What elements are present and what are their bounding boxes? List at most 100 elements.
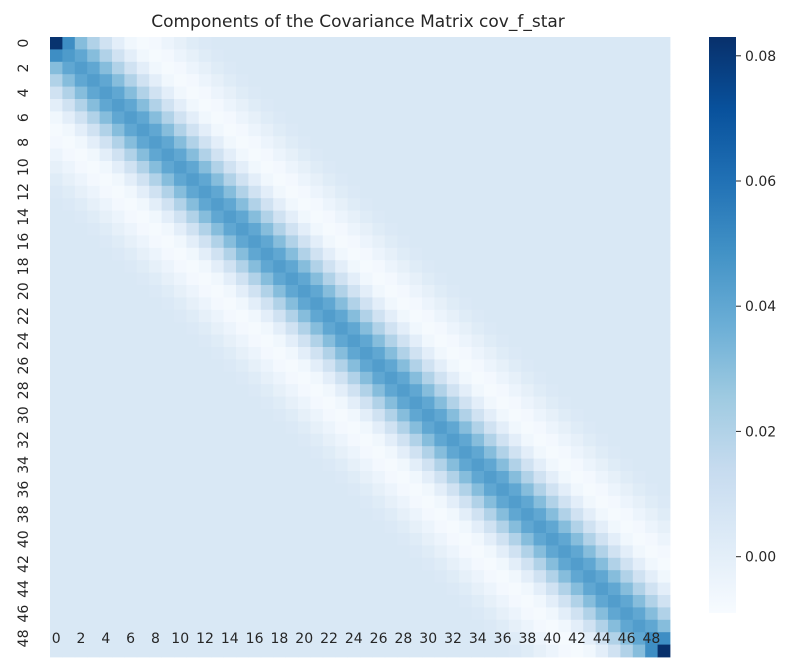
- heatmap-cell: [657, 136, 671, 149]
- heatmap-cell: [471, 272, 485, 286]
- heatmap-cell: [434, 433, 448, 447]
- heatmap-cell: [273, 396, 286, 410]
- heatmap-cell: [632, 37, 646, 50]
- heatmap-cell: [347, 570, 361, 583]
- y-tick-label: 26: [16, 357, 32, 375]
- heatmap-cell: [310, 396, 324, 410]
- heatmap-cell: [533, 49, 547, 63]
- heatmap-cell: [273, 223, 286, 236]
- heatmap-cell: [570, 49, 584, 63]
- heatmap-cell: [347, 557, 361, 571]
- heatmap-cell: [360, 148, 373, 162]
- heatmap-cell: [533, 384, 547, 397]
- heatmap-cell: [112, 136, 125, 149]
- heatmap-cell: [595, 198, 609, 211]
- heatmap-cell: [248, 260, 262, 273]
- heatmap-cell: [74, 520, 88, 534]
- heatmap-cell: [521, 235, 534, 249]
- heatmap-cell: [335, 632, 348, 645]
- heatmap-cell: [322, 545, 336, 559]
- x-tick-label: 42: [568, 631, 586, 647]
- heatmap-cell: [409, 582, 423, 596]
- heatmap-cell: [87, 161, 100, 174]
- heatmap-cell: [186, 161, 200, 174]
- heatmap-cell: [446, 409, 460, 422]
- heatmap-cell: [198, 210, 212, 224]
- heatmap-cell: [484, 595, 497, 608]
- heatmap-cell: [422, 37, 435, 50]
- heatmap-cell: [99, 433, 113, 447]
- heatmap-cell: [434, 297, 448, 311]
- heatmap-cell: [50, 557, 63, 571]
- heatmap-cell: [322, 458, 336, 472]
- heatmap-cell: [347, 545, 361, 559]
- heatmap-cell: [248, 235, 262, 249]
- heatmap-cell: [335, 570, 348, 583]
- heatmap-cell: [360, 285, 373, 298]
- heatmap-cell: [248, 49, 262, 63]
- heatmap-cell: [347, 619, 361, 633]
- heatmap-cell: [198, 198, 212, 211]
- heatmap-cell: [533, 136, 547, 149]
- heatmap-cell: [285, 495, 299, 509]
- heatmap-cell: [298, 644, 311, 658]
- heatmap-cell: [347, 198, 361, 211]
- heatmap-cell: [434, 111, 448, 125]
- heatmap-cell: [285, 111, 299, 125]
- heatmap-cell: [87, 619, 100, 633]
- heatmap-cell: [384, 384, 398, 397]
- heatmap-cell: [384, 570, 398, 583]
- heatmap-cell: [409, 607, 423, 621]
- heatmap-cell: [124, 86, 138, 100]
- heatmap-cell: [62, 384, 76, 397]
- heatmap-cell: [285, 322, 299, 335]
- heatmap-cell: [508, 86, 522, 100]
- heatmap-cell: [459, 495, 472, 509]
- heatmap-cell: [347, 161, 361, 174]
- y-axis-ticks: 0246810121416182022242628303234363840424…: [16, 39, 32, 648]
- heatmap-cell: [409, 595, 423, 608]
- heatmap-cell: [558, 483, 572, 497]
- heatmap-cell: [608, 334, 621, 348]
- heatmap-cell: [161, 495, 175, 509]
- heatmap-cell: [136, 384, 150, 397]
- heatmap-cell: [161, 61, 175, 75]
- heatmap-cell: [236, 409, 249, 422]
- heatmap-cell: [657, 582, 671, 596]
- heatmap-cell: [459, 285, 472, 298]
- heatmap-cell: [496, 508, 510, 521]
- heatmap-cell: [558, 433, 572, 447]
- heatmap-cell: [285, 74, 299, 87]
- heatmap-cell: [198, 483, 212, 497]
- heatmap-cell: [298, 371, 311, 385]
- heatmap-cell: [384, 557, 398, 571]
- heatmap-cell: [422, 557, 435, 571]
- heatmap-cell: [347, 458, 361, 472]
- heatmap-cell: [198, 396, 212, 410]
- heatmap-cell: [409, 210, 423, 224]
- heatmap-cell: [397, 396, 410, 410]
- heatmap-cell: [533, 61, 547, 75]
- heatmap-cell: [521, 396, 534, 410]
- heatmap-cell: [149, 247, 162, 261]
- heatmap-cell: [546, 582, 559, 596]
- heatmap-cell: [459, 359, 472, 373]
- heatmap-cell: [285, 136, 299, 149]
- heatmap-cell: [112, 198, 125, 211]
- heatmap-cell: [335, 520, 348, 534]
- heatmap-cell: [198, 607, 212, 621]
- heatmap-cell: [496, 49, 510, 63]
- heatmap-cell: [223, 347, 237, 360]
- heatmap-cell: [112, 409, 125, 422]
- heatmap-cell: [124, 185, 138, 199]
- heatmap-cell: [322, 136, 336, 149]
- heatmap-cell: [508, 384, 522, 397]
- heatmap-cell: [570, 582, 584, 596]
- heatmap-cell: [471, 111, 485, 125]
- heatmap-cell: [496, 322, 510, 335]
- heatmap-cell: [471, 123, 485, 137]
- heatmap-cell: [50, 285, 63, 298]
- heatmap-cell: [236, 508, 249, 521]
- heatmap-cell: [347, 582, 361, 596]
- heatmap-cell: [74, 285, 88, 298]
